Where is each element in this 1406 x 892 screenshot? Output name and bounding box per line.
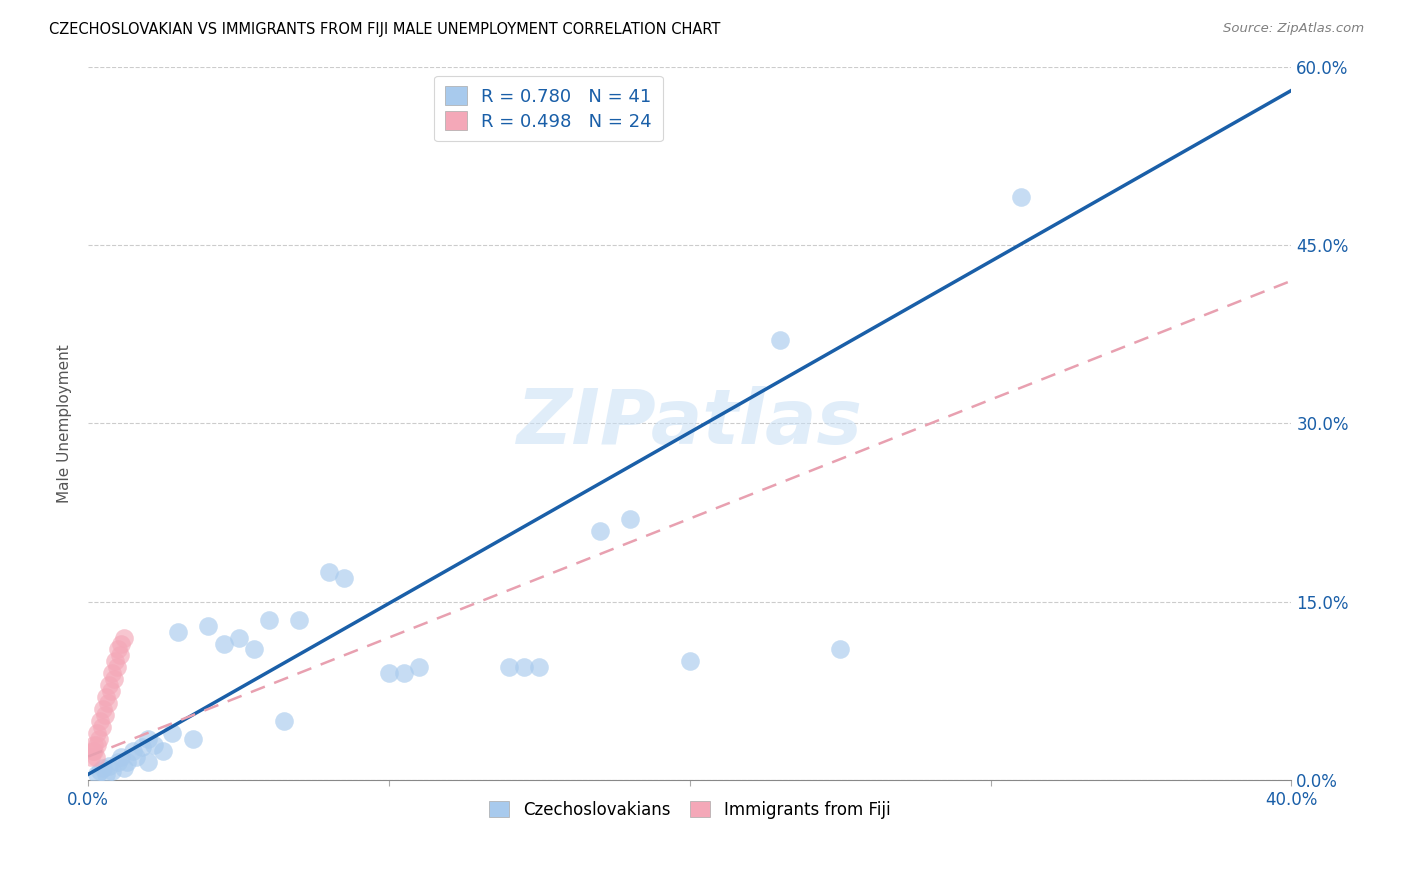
Point [197,618,219,632]
Legend: Czechoslovakians, Immigrants from Fiji: Czechoslovakians, Immigrants from Fiji [482,794,897,825]
Point [125,749,148,764]
Point [100,684,122,698]
Point [80,749,103,764]
Point [105,660,128,674]
Point [86,767,108,781]
Point [82,743,104,757]
Point [1010,190,1032,204]
Text: ZIPatlas: ZIPatlas [517,386,863,460]
Text: Source: ZipAtlas.com: Source: ZipAtlas.com [1223,22,1364,36]
Y-axis label: Male Unemployment: Male Unemployment [58,344,72,503]
Point [87,731,110,746]
Point [86,725,108,739]
Point [378,666,401,681]
Point [91,761,114,775]
Point [110,749,132,764]
Point [318,565,340,579]
Point [183,731,205,746]
Point [143,738,166,752]
Point [228,631,250,645]
Point [769,333,792,347]
Point [830,642,852,657]
Point [97,696,120,710]
Point [112,761,135,775]
Point [117,756,139,770]
Point [108,648,131,663]
Point [136,731,159,746]
Point [392,666,415,681]
Point [84,749,107,764]
Point [89,764,111,778]
Point [96,690,118,704]
Point [104,654,127,668]
Point [89,714,111,728]
Point [619,511,641,525]
Point [333,571,356,585]
Point [287,613,309,627]
Point [112,631,135,645]
Point [91,702,114,716]
Point [110,636,132,650]
Point [98,759,121,773]
Point [162,725,184,739]
Point [588,524,610,538]
Point [212,636,235,650]
Point [96,767,118,781]
Point [101,666,124,681]
Point [103,672,125,686]
Point [679,654,702,668]
Point [93,707,115,722]
Point [167,624,190,639]
Point [86,738,108,752]
Point [257,613,280,627]
Point [136,756,159,770]
Point [408,660,430,674]
Point [107,756,129,770]
Point [131,739,153,754]
Point [498,660,520,674]
Point [98,678,121,692]
Text: CZECHOSLOVAKIAN VS IMMIGRANTS FROM FIJI MALE UNEMPLOYMENT CORRELATION CHART: CZECHOSLOVAKIAN VS IMMIGRANTS FROM FIJI … [49,22,721,37]
Point [122,743,145,757]
Point [242,642,264,657]
Point [83,743,105,757]
Point [107,642,129,657]
Point [101,764,124,778]
Point [273,714,295,728]
Point [513,660,536,674]
Point [83,738,105,752]
Point [152,743,174,757]
Point [90,720,112,734]
Point [529,660,551,674]
